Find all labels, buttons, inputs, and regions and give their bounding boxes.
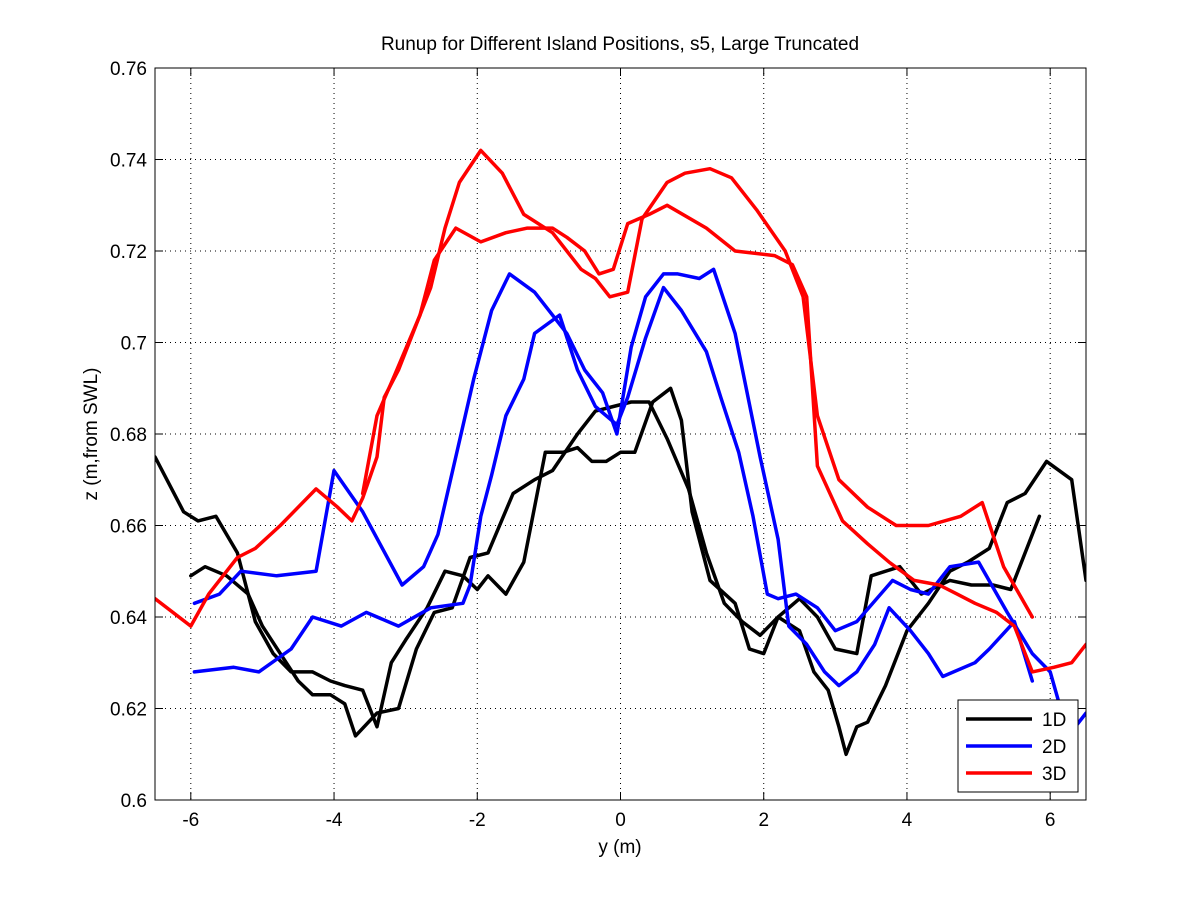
x-tick-label: 2 xyxy=(758,810,769,831)
y-tick-label: 0.62 xyxy=(110,700,147,721)
series-line-1d xyxy=(189,400,1042,738)
x-tick-label: 4 xyxy=(902,810,913,831)
y-tick-label: 0.74 xyxy=(110,151,147,172)
y-axis-label: z (m,from SWL) xyxy=(81,368,102,501)
y-tick-label: 0.72 xyxy=(110,242,147,263)
x-axis-label: y (m) xyxy=(598,837,641,858)
chart-title: Runup for Different Island Positions, s5… xyxy=(381,34,859,55)
series-line-1d xyxy=(155,386,1086,757)
x-tick-label: 0 xyxy=(615,810,626,831)
y-tick-label: 0.64 xyxy=(110,608,147,629)
legend: 1D 2D 3D xyxy=(957,699,1079,793)
y-tick-label: 0.68 xyxy=(110,425,147,446)
series-group xyxy=(155,148,1086,757)
x-tick-label: -4 xyxy=(326,810,343,831)
y-tick-label: 0.6 xyxy=(121,791,147,812)
series-line-2d xyxy=(192,267,1035,688)
y-tick-label: 0.7 xyxy=(121,334,147,355)
y-tick-label: 0.66 xyxy=(110,517,147,538)
series-line-3d xyxy=(360,203,1086,674)
x-tick-label: 6 xyxy=(1045,810,1056,831)
x-tick-label: -6 xyxy=(182,810,199,831)
legend-label-1d: 1D xyxy=(1042,710,1066,731)
legend-label-3d: 3D xyxy=(1042,764,1066,785)
axis-ticks: -6 -4 -2 0 2 4 6 0.6 0.62 0.64 0.66 0.68 0.7 0.72 0.74… xyxy=(110,59,1086,831)
series-line-2d xyxy=(192,285,1086,729)
legend-label-2d: 2D xyxy=(1042,737,1066,758)
x-tick-label: -2 xyxy=(469,810,486,831)
series-line-3d xyxy=(155,148,1035,628)
y-tick-label: 0.76 xyxy=(110,59,147,80)
